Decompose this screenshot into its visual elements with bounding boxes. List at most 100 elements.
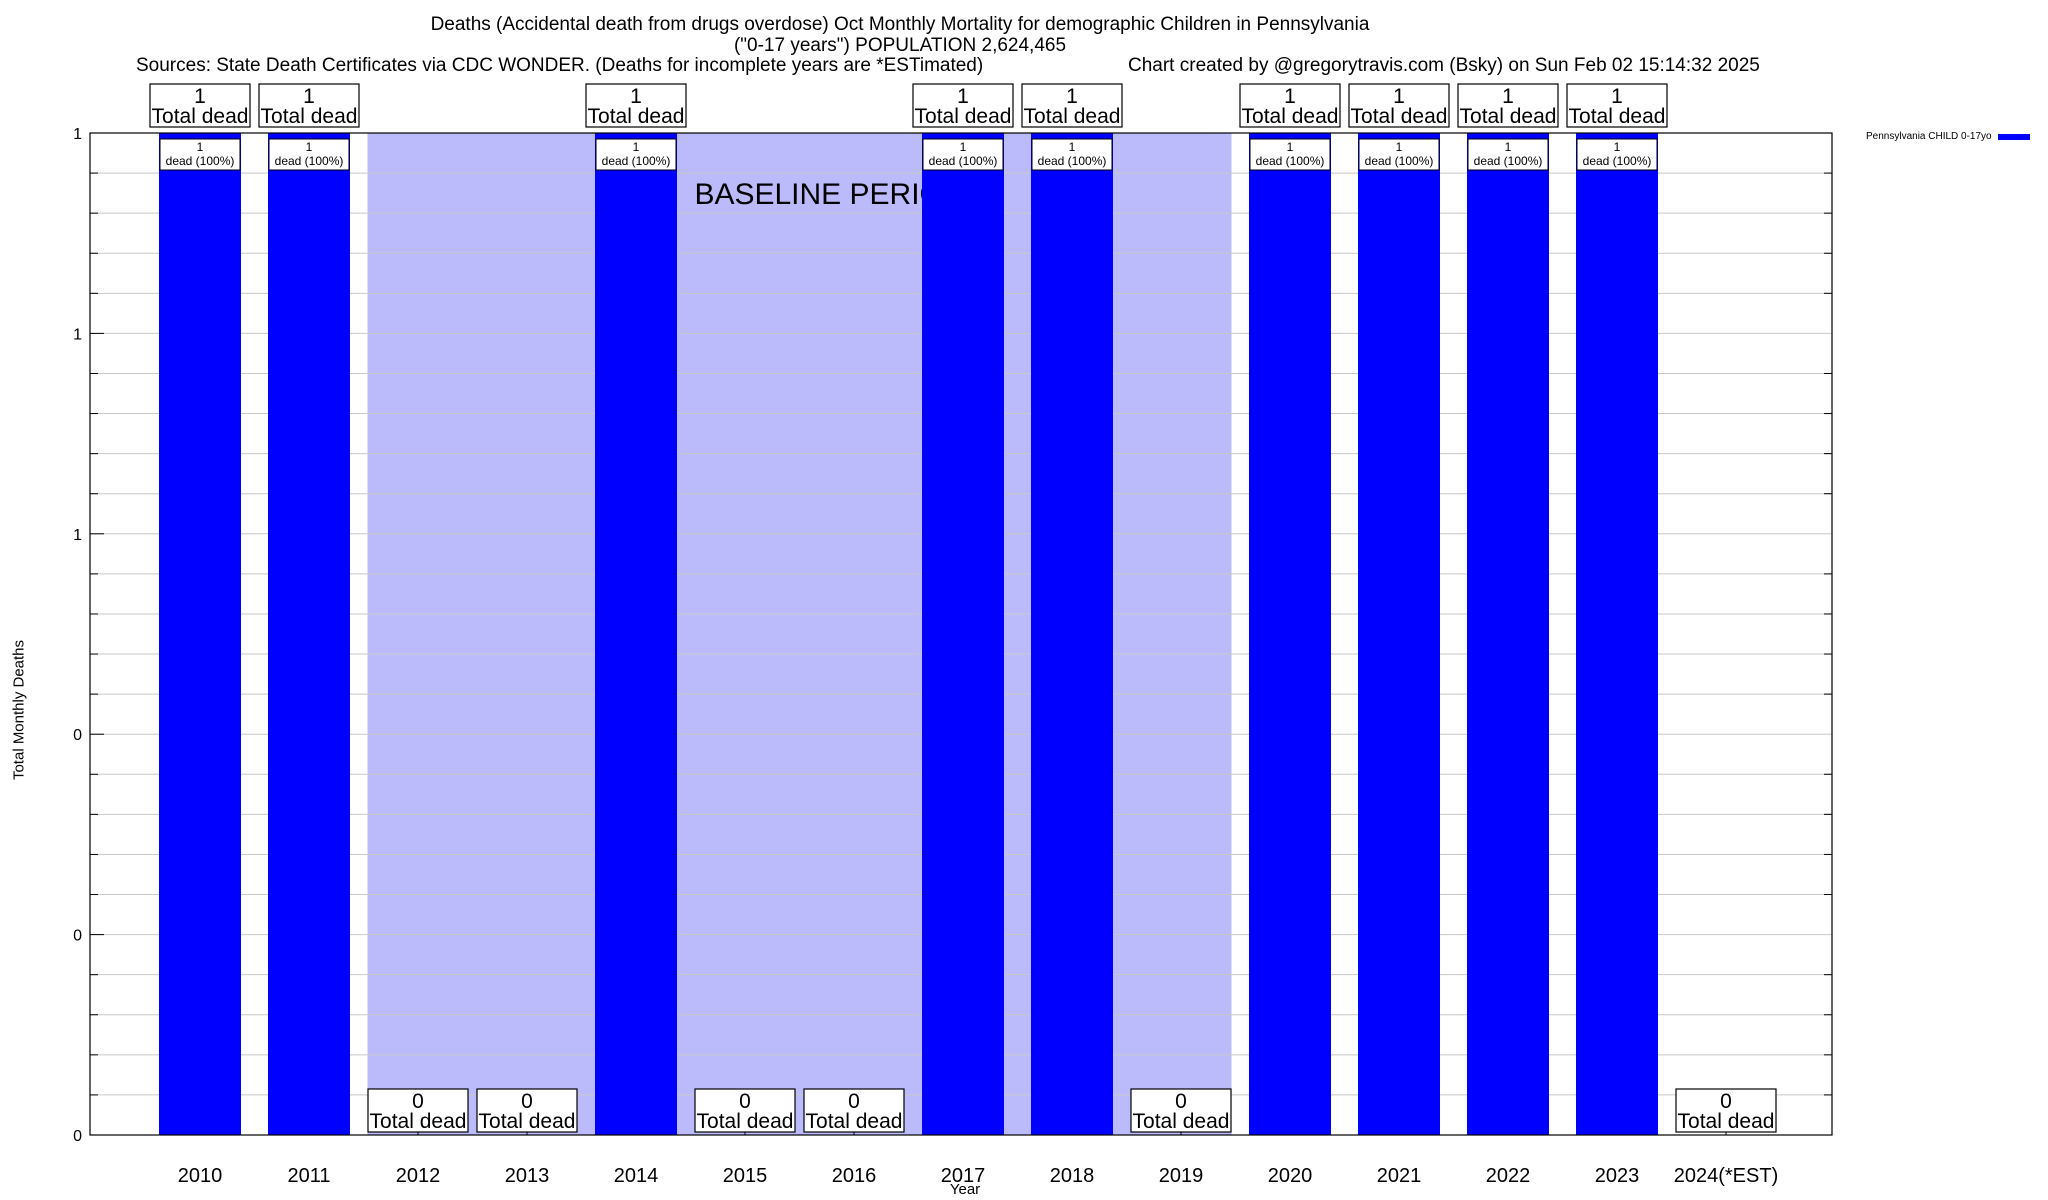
x-tick-label: 2016 [832, 1165, 877, 1187]
x-tick-label: 2015 [723, 1165, 768, 1187]
total-dead-box [149, 83, 251, 128]
total-dead-count: 0 [739, 1090, 751, 1113]
x-tick-label: 2024(*EST) [1674, 1165, 1779, 1187]
total-dead-label: Total dead [152, 105, 249, 128]
x-tick-label: 2023 [1595, 1165, 1640, 1187]
bar-data-label-count: 1 [960, 140, 967, 154]
bar-data-label-box [1467, 138, 1549, 171]
bar [1031, 133, 1113, 1135]
total-dead-label: Total dead [1242, 105, 1339, 128]
total-dead-count: 0 [1720, 1090, 1732, 1113]
bar-data-label-count: 1 [306, 140, 313, 154]
bar-data-label-count: 1 [1069, 140, 1076, 154]
total-dead-box [1130, 1088, 1232, 1133]
bar-data-label-count: 1 [197, 140, 204, 154]
bar-data-label-percent: dead (100%) [1474, 154, 1543, 168]
bar-data-label-box [922, 138, 1004, 171]
bar-data-label-box [1358, 138, 1440, 171]
y-axis-label: Total Monthly Deaths [10, 639, 28, 781]
x-tick-label: 2018 [1050, 1165, 1095, 1187]
bar-data-label-percent: dead (100%) [1038, 154, 1107, 168]
y-tick-label: 0 [73, 727, 82, 744]
total-dead-box [1348, 83, 1450, 128]
total-dead-label: Total dead [1133, 1110, 1230, 1133]
total-dead-box [1675, 1088, 1777, 1133]
bar-data-label-box [268, 138, 350, 171]
x-tick-label: 2011 [287, 1165, 330, 1187]
bar-data-label-percent: dead (100%) [1256, 154, 1325, 168]
bar-data-label-percent: dead (100%) [1365, 154, 1434, 168]
legend-swatch [1997, 133, 2030, 140]
chart-credit: Chart created by @gregorytravis.com (Bsk… [1128, 55, 1760, 76]
total-dead-box [912, 83, 1014, 128]
total-dead-box [1457, 83, 1559, 128]
legend-entry-label: Pennsylvania CHILD 0-17yo [1866, 131, 1992, 142]
y-axis-label-wrap: Total Monthly Deaths [4, 560, 34, 860]
total-dead-count: 1 [1502, 85, 1514, 108]
total-dead-label: Total dead [806, 1110, 903, 1133]
legend: Pennsylvania CHILD 0-17yo [1866, 131, 2030, 142]
total-dead-box [1566, 83, 1668, 128]
bar-data-label-box [1031, 138, 1113, 171]
x-tick-label: 2013 [505, 1165, 550, 1187]
total-dead-box [1021, 83, 1123, 128]
total-dead-box [585, 83, 687, 128]
y-tick-label: 0 [73, 1128, 82, 1145]
x-tick-label: 2019 [1159, 1165, 1204, 1187]
total-dead-label: Total dead [1460, 105, 1557, 128]
total-dead-box [258, 83, 360, 128]
bar-data-label-percent: dead (100%) [1583, 154, 1652, 168]
x-tick-label: 2012 [396, 1165, 441, 1187]
x-tick-label: 2021 [1377, 1165, 1422, 1187]
total-dead-label: Total dead [915, 105, 1012, 128]
total-dead-label: Total dead [588, 105, 685, 128]
total-dead-count: 0 [848, 1090, 860, 1113]
bar-data-label-box [1576, 138, 1658, 171]
bar [595, 133, 677, 1135]
total-dead-count: 1 [1066, 85, 1078, 108]
chart-title-line1: Deaths (Accidental death from drugs over… [430, 14, 1370, 35]
bar [1467, 133, 1549, 1135]
bar-data-label-percent: dead (100%) [275, 154, 344, 168]
y-tick-label: 1 [73, 326, 82, 343]
sources-note: Sources: State Death Certificates via CD… [136, 55, 984, 76]
bar-data-label-count: 1 [1287, 140, 1294, 154]
x-tick-label: 2022 [1486, 1165, 1531, 1187]
x-axis-label: Year [949, 1181, 981, 1198]
bar-data-label-percent: dead (100%) [166, 154, 235, 168]
bar-data-label-percent: dead (100%) [602, 154, 671, 168]
total-dead-box [367, 1088, 469, 1133]
bar-data-label-count: 1 [633, 140, 640, 154]
chart-title-line2: ("0-17 years") POPULATION 2,624,465 [733, 35, 1067, 56]
bar-data-label-box [595, 138, 677, 171]
bar [1249, 133, 1331, 1135]
total-dead-label: Total dead [261, 105, 358, 128]
x-tick-label: 2017 [941, 1165, 986, 1187]
bar-data-label-count: 1 [1396, 140, 1403, 154]
total-dead-box [1239, 83, 1341, 128]
bar [268, 133, 350, 1135]
y-tick-label: 0 [73, 928, 82, 945]
bar [1358, 133, 1440, 1135]
total-dead-label: Total dead [697, 1110, 794, 1133]
bar-data-label-box [1249, 138, 1331, 171]
total-dead-count: 0 [1175, 1090, 1187, 1113]
bar-data-label-box [159, 138, 241, 171]
total-dead-label: Total dead [479, 1110, 576, 1133]
total-dead-label: Total dead [1351, 105, 1448, 128]
total-dead-label: Total dead [1024, 105, 1121, 128]
total-dead-count: 1 [630, 85, 642, 108]
bar-data-label-count: 1 [1505, 140, 1512, 154]
total-dead-label: Total dead [1678, 1110, 1775, 1133]
baseline-period-label: BASELINE PERIOD [694, 178, 964, 211]
y-tick-label: 1 [73, 126, 82, 143]
total-dead-label: Total dead [1569, 105, 1666, 128]
bar [922, 133, 1004, 1135]
total-dead-count: 1 [1284, 85, 1296, 108]
total-dead-label: Total dead [370, 1110, 467, 1133]
bar [1576, 133, 1658, 1135]
total-dead-count: 1 [957, 85, 969, 108]
total-dead-count: 1 [194, 85, 206, 108]
total-dead-box [803, 1088, 905, 1133]
